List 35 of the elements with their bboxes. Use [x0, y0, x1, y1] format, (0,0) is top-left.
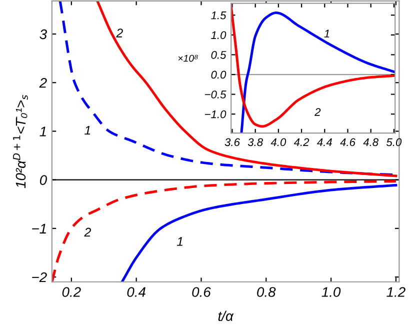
x-tick-label: 3.6: [224, 138, 240, 146]
x-tick-label: 4.4: [316, 138, 332, 146]
annotation: 1: [324, 30, 330, 38]
annotation: 2: [84, 228, 92, 237]
x-tick-label: 4.0: [270, 138, 286, 146]
y-tick-label: 2: [39, 78, 47, 88]
y-tick-label: −1: [32, 224, 46, 234]
x-tick-label: 3.8: [248, 138, 263, 146]
x-tick-label: 1.2: [386, 287, 406, 297]
y-tick-label: 3: [40, 29, 47, 40]
y-tick-label: −0.5: [205, 90, 226, 98]
annotation: 2: [116, 28, 123, 38]
x-tick-label: 1.0: [322, 287, 341, 297]
y-tick-label: 1.0: [211, 31, 226, 40]
x-tick-label: 5.0: [386, 138, 402, 146]
x-tick-label: 0.8: [257, 287, 276, 297]
y-tick-label: 0.0: [211, 70, 226, 79]
annotation: 2: [314, 108, 321, 116]
annotation: 1: [84, 126, 90, 135]
y-tick-label: −1.0: [205, 110, 226, 118]
x-tick-label: 0.6: [192, 287, 211, 297]
y-tick-label: 0: [40, 175, 47, 185]
x-axis-title: t/α: [218, 310, 234, 321]
x-tick-label: 4.2: [294, 138, 310, 146]
annotation: ×10⁸: [178, 54, 198, 62]
x-tick-label: 4.6: [340, 138, 356, 146]
y-axis-title: 10²α$^{D+1}$<T̄₀¹>$_{s}$: [13, 94, 28, 188]
x-tick-label: 0.4: [127, 287, 146, 297]
y-tick-label: 1: [40, 126, 46, 136]
y-tick-label: −2: [32, 272, 47, 282]
y-tick-label: 1.5: [211, 12, 226, 20]
annotation: 1: [176, 237, 182, 246]
y-tick-label: 0.5: [211, 50, 226, 59]
x-tick-label: 4.8: [363, 138, 378, 146]
x-tick-label: 0.2: [62, 287, 81, 297]
